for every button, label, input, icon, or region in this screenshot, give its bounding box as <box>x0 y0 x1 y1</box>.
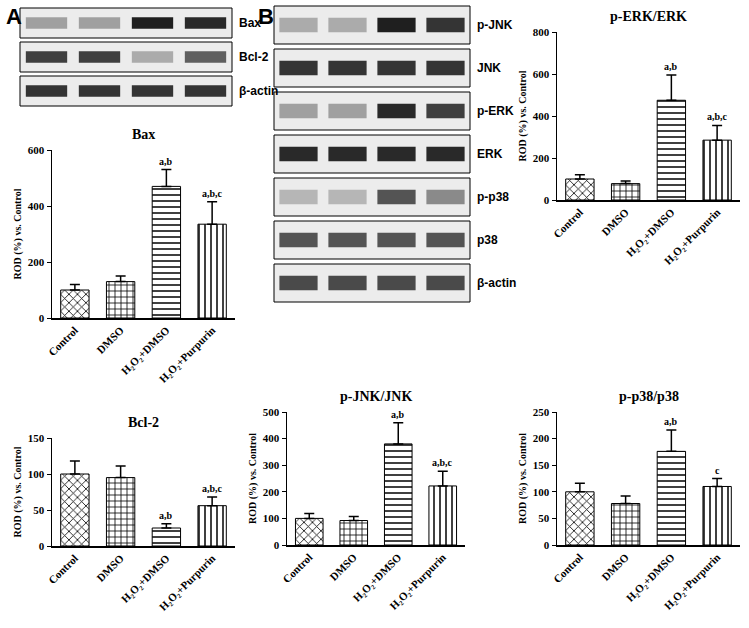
svg-text:B: B <box>258 4 274 29</box>
svg-text:400: 400 <box>533 110 550 122</box>
svg-text:150: 150 <box>533 459 550 471</box>
svg-text:Bax: Bax <box>132 127 155 142</box>
svg-text:400: 400 <box>28 200 45 212</box>
svg-text:Control: Control <box>46 552 80 586</box>
svg-text:A: A <box>6 4 22 29</box>
svg-text:ROD (%) vs. Control: ROD (%) vs. Control <box>247 433 259 524</box>
svg-text:JNK: JNK <box>477 61 501 75</box>
svg-text:DMSO: DMSO <box>94 324 126 356</box>
svg-text:a,b: a,b <box>664 416 678 427</box>
svg-text:Control: Control <box>551 206 585 240</box>
svg-text:DMSO: DMSO <box>599 551 631 583</box>
svg-text:100: 100 <box>28 468 45 480</box>
svg-text:200: 200 <box>28 256 45 268</box>
svg-text:Control: Control <box>46 324 80 358</box>
svg-text:Control: Control <box>280 551 314 585</box>
svg-text:β-actin: β-actin <box>239 84 278 98</box>
svg-text:50: 50 <box>538 512 550 524</box>
svg-text:ROD (%) vs. Control: ROD (%) vs. Control <box>517 433 529 524</box>
svg-text:a,b: a,b <box>391 409 405 420</box>
svg-text:p-JNK: p-JNK <box>477 18 513 32</box>
svg-text:400: 400 <box>263 432 280 444</box>
svg-text:Bcl-2: Bcl-2 <box>239 50 269 64</box>
svg-text:p-JNK/JNK: p-JNK/JNK <box>340 389 412 404</box>
svg-text:Control: Control <box>551 551 585 585</box>
svg-text:100: 100 <box>263 512 280 524</box>
svg-text:500: 500 <box>263 406 280 418</box>
svg-text:a,b: a,b <box>664 61 678 72</box>
svg-text:200: 200 <box>263 486 280 498</box>
svg-text:ERK: ERK <box>477 147 503 161</box>
svg-text:ROD (%) vs. Control: ROD (%) vs. Control <box>517 70 529 161</box>
svg-text:50: 50 <box>33 504 45 516</box>
svg-text:a,b: a,b <box>159 156 173 167</box>
svg-text:a,b,c: a,b,c <box>432 457 453 468</box>
svg-text:H₂O₂+DMSO: H₂O₂+DMSO <box>624 206 677 259</box>
svg-text:H₂O₂+Purpurin: H₂O₂+Purpurin <box>387 551 448 612</box>
svg-text:a,b: a,b <box>159 510 173 521</box>
svg-text:0: 0 <box>39 312 45 324</box>
svg-text:Bcl-2: Bcl-2 <box>128 415 159 430</box>
svg-text:DMSO: DMSO <box>599 206 631 238</box>
svg-text:p-p38: p-p38 <box>477 190 509 204</box>
svg-text:200: 200 <box>533 432 550 444</box>
svg-text:p-p38/p38: p-p38/p38 <box>619 389 679 404</box>
svg-text:a,b,c: a,b,c <box>202 188 223 199</box>
svg-text:H₂O₂+DMSO: H₂O₂+DMSO <box>351 551 404 604</box>
svg-text:ROD (%) vs. Control: ROD (%) vs. Control <box>12 446 24 537</box>
svg-text:H₂O₂+Purpurin: H₂O₂+Purpurin <box>157 324 218 385</box>
svg-text:0: 0 <box>544 194 550 206</box>
svg-text:DMSO: DMSO <box>94 552 126 584</box>
svg-text:p-ERK: p-ERK <box>477 104 514 118</box>
svg-text:H₂O₂+Purpurin: H₂O₂+Purpurin <box>662 551 723 612</box>
svg-text:600: 600 <box>28 144 45 156</box>
svg-text:300: 300 <box>263 459 280 471</box>
svg-text:150: 150 <box>28 432 45 444</box>
svg-text:DMSO: DMSO <box>327 551 359 583</box>
svg-text:100: 100 <box>533 486 550 498</box>
svg-text:H₂O₂+Purpurin: H₂O₂+Purpurin <box>662 206 723 267</box>
svg-text:600: 600 <box>533 68 550 80</box>
svg-text:0: 0 <box>39 540 45 552</box>
svg-text:H₂O₂+DMSO: H₂O₂+DMSO <box>119 324 172 377</box>
svg-text:0: 0 <box>544 539 550 551</box>
svg-text:0: 0 <box>274 539 280 551</box>
svg-text:H₂O₂+DMSO: H₂O₂+DMSO <box>119 552 172 605</box>
svg-text:250: 250 <box>533 406 550 418</box>
svg-text:c: c <box>715 465 720 476</box>
svg-text:Bax: Bax <box>239 16 261 30</box>
svg-text:200: 200 <box>533 152 550 164</box>
svg-text:a,b,c: a,b,c <box>202 483 223 494</box>
svg-text:ROD (%) vs. Control: ROD (%) vs. Control <box>12 188 24 279</box>
svg-text:p38: p38 <box>477 233 498 247</box>
svg-text:800: 800 <box>533 26 550 38</box>
svg-text:β-actin: β-actin <box>477 276 516 290</box>
svg-text:p-ERK/ERK: p-ERK/ERK <box>610 9 687 24</box>
svg-text:H₂O₂+DMSO: H₂O₂+DMSO <box>624 551 677 604</box>
svg-text:H₂O₂+Purpurin: H₂O₂+Purpurin <box>157 552 218 613</box>
svg-text:a,b,c: a,b,c <box>707 111 728 122</box>
